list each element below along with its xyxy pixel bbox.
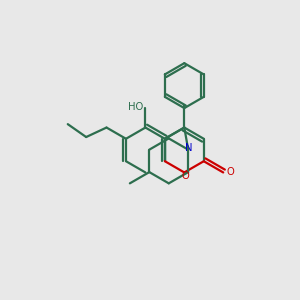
Text: N: N	[185, 143, 193, 153]
Text: HO: HO	[128, 102, 143, 112]
Text: O: O	[226, 167, 234, 177]
Text: O: O	[182, 171, 189, 182]
